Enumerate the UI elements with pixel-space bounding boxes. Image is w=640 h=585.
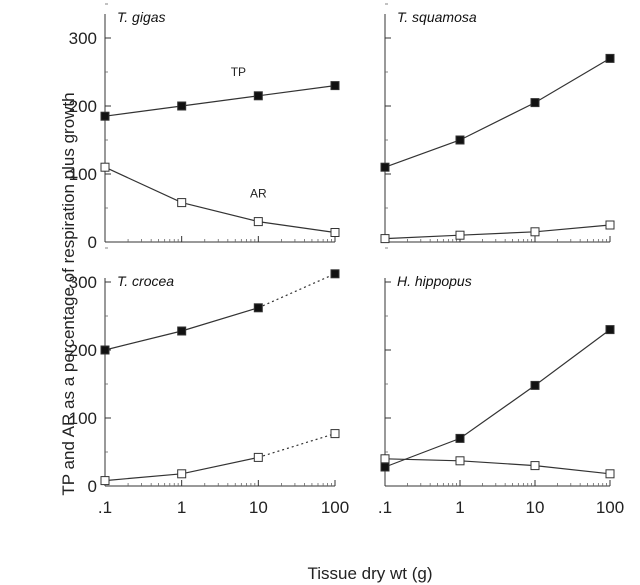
- tp-point-marker: [530, 380, 540, 390]
- tp-point-marker: [530, 98, 540, 108]
- panel-title: T. squamosa: [397, 9, 477, 25]
- tp-point-marker: [455, 135, 465, 145]
- y-tick-label: 300: [69, 273, 97, 292]
- panel-4: .1 1 10 100 H. hippopus: [378, 247, 624, 517]
- tp-point-marker: [177, 326, 187, 336]
- series-2-dotted-segment: [258, 433, 336, 458]
- series-label-tp: TP: [231, 65, 246, 79]
- y-tick-label: 300: [69, 29, 97, 48]
- tp-point-marker: [100, 345, 110, 355]
- x-tick-label: 10: [249, 498, 268, 517]
- ar-point-marker: [605, 469, 615, 479]
- tp-point-marker: [605, 325, 615, 335]
- x-tick-label: 100: [321, 498, 349, 517]
- series-1-line: [384, 57, 611, 168]
- tp-point-marker: [605, 53, 615, 63]
- y-tick-label: 0: [88, 477, 97, 496]
- x-tick-label: .1: [378, 498, 392, 517]
- y-tick-label: 100: [69, 409, 97, 428]
- tp-point-marker: [330, 81, 340, 91]
- ar-point-marker: [253, 217, 263, 227]
- ar-point-marker: [100, 162, 110, 172]
- series-label-ar: AR: [250, 187, 267, 201]
- ar-point-marker: [330, 228, 340, 237]
- ar-point-marker: [330, 429, 340, 439]
- panel-1: 0 100 200 300 T. gigas TP AR: [69, 3, 340, 252]
- series-2-line: [104, 166, 336, 234]
- ar-point-marker: [253, 452, 263, 462]
- ar-point-marker: [530, 227, 540, 237]
- x-axis-label: Tissue dry wt (g): [307, 564, 432, 583]
- ar-point-marker: [455, 456, 465, 466]
- ar-point-marker: [177, 198, 187, 208]
- tp-point-marker: [380, 162, 390, 172]
- x-tick-label: 100: [596, 498, 624, 517]
- ar-point-marker: [455, 230, 465, 240]
- x-tick-label: 1: [177, 498, 186, 517]
- ar-point-marker: [100, 476, 110, 486]
- series-2-line: [384, 224, 611, 240]
- panel-title: T. crocea: [117, 273, 174, 289]
- ar-point-marker: [380, 234, 390, 244]
- y-axis-label: TP and AR as a percentage of respiration…: [59, 92, 78, 495]
- tp-point-marker: [380, 462, 390, 472]
- panel-title: T. gigas: [117, 9, 166, 25]
- x-tick-label: .1: [98, 498, 112, 517]
- ar-point-marker: [530, 461, 540, 471]
- ar-point-marker: [380, 454, 390, 464]
- tp-point-marker: [177, 101, 187, 111]
- tp-point-marker: [100, 111, 110, 121]
- y-tick-label: 0: [88, 233, 97, 252]
- ar-point-marker: [177, 469, 187, 479]
- panels: 0 100 200 300 T. gigas TP AR T. squamosa 0 100 200…: [69, 3, 624, 517]
- series-1-line: [104, 85, 336, 117]
- x-tick-label: 10: [526, 498, 545, 517]
- panel-3: 0 100 200 300 .1 1 10 100 T. crocea: [69, 247, 349, 517]
- tp-point-marker: [455, 433, 465, 443]
- series-1-dotted-segment: [258, 273, 336, 309]
- x-tick-label: 1: [455, 498, 464, 517]
- tp-point-marker: [253, 303, 263, 313]
- y-tick-label: 200: [69, 341, 97, 360]
- series-1-line: [384, 329, 611, 468]
- series-2-line: [384, 458, 611, 475]
- panel-title: H. hippopus: [397, 273, 472, 289]
- y-tick-label: 100: [69, 165, 97, 184]
- ar-point-marker: [605, 220, 615, 230]
- tp-point-marker: [330, 269, 340, 279]
- panel-2: T. squamosa: [380, 3, 615, 244]
- tp-point-marker: [253, 91, 263, 101]
- y-tick-label: 200: [69, 97, 97, 116]
